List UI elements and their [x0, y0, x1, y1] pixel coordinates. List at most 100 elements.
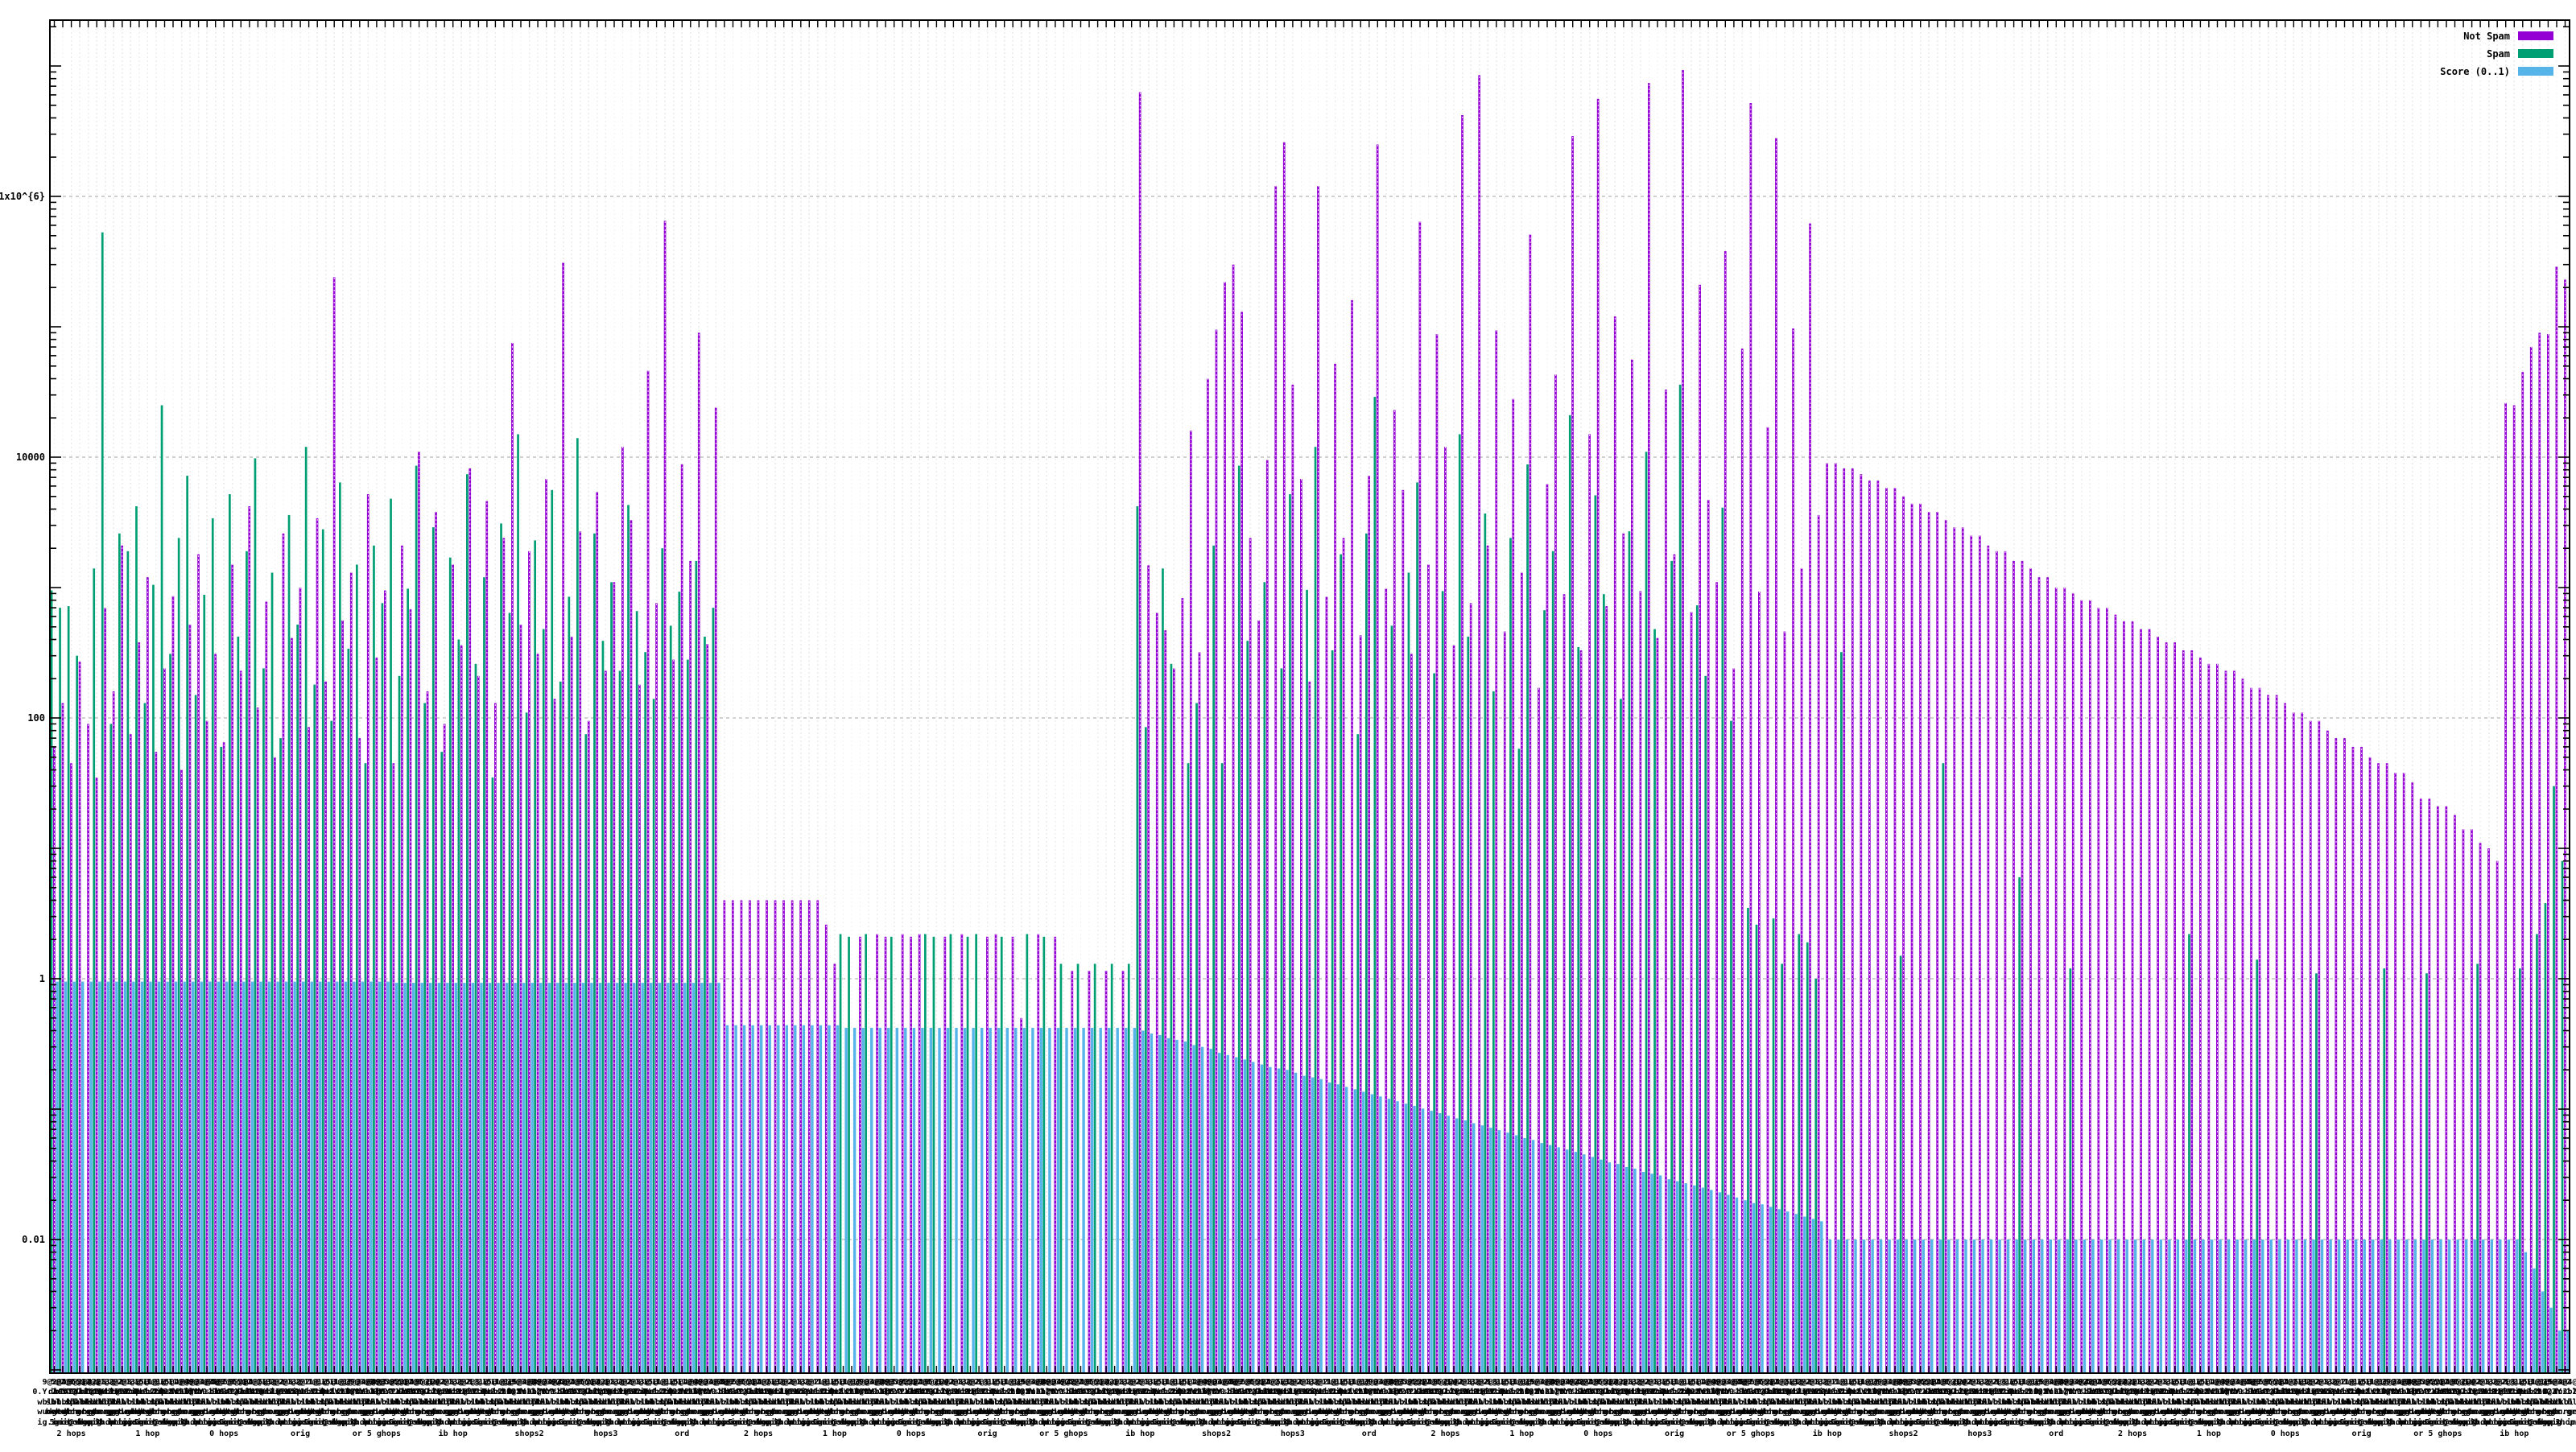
bar-score — [691, 983, 696, 1372]
bar-score — [2413, 1240, 2417, 1372]
bar-spam — [398, 675, 401, 1372]
bar-spam — [407, 588, 409, 1372]
bar-score — [1353, 1089, 1356, 1372]
bar-score — [1897, 1240, 1900, 1372]
bar-not-spam — [2207, 663, 2211, 1372]
bar-not-spam — [1843, 468, 1846, 1372]
bar-score — [2363, 1240, 2366, 1372]
bar-not-spam — [1996, 551, 1998, 1372]
bar-spam — [966, 936, 969, 1372]
bar-score — [887, 1028, 890, 1372]
bar-score — [2516, 1240, 2519, 1372]
bar-spam — [1407, 572, 1410, 1372]
bar-spam — [1568, 415, 1571, 1372]
bar-not-spam — [1385, 588, 1388, 1372]
bar-spam — [287, 514, 291, 1372]
bar-not-spam — [1707, 500, 1710, 1372]
bar-score — [1039, 1028, 1043, 1372]
bar-not-spam — [1605, 606, 1608, 1372]
bar-score — [1277, 1068, 1281, 1372]
bar-not-spam — [638, 684, 641, 1372]
bar-spam — [1670, 560, 1673, 1372]
bar-score — [157, 981, 161, 1372]
bar-spam — [1076, 963, 1080, 1372]
bar-not-spam — [87, 724, 89, 1372]
bar-score — [1065, 1028, 1068, 1372]
bar-score — [742, 1025, 746, 1372]
bar-spam — [2476, 963, 2479, 1372]
bar-not-spam — [1164, 630, 1167, 1372]
bar-score — [276, 981, 279, 1372]
bar-spam — [126, 551, 130, 1372]
bar-not-spam — [1478, 75, 1480, 1372]
bar-score — [1192, 1045, 1195, 1372]
svg-text:0.01: 0.01 — [22, 1234, 45, 1245]
bar-score — [878, 1028, 881, 1372]
bar-score — [1108, 1028, 1111, 1372]
bar-score — [2108, 1240, 2112, 1372]
y-ticks — [50, 26, 2570, 1371]
bar-spam — [93, 568, 96, 1372]
bar-score — [2533, 1268, 2536, 1372]
bar-not-spam — [2123, 621, 2125, 1372]
bar-spam — [1484, 514, 1487, 1372]
bar-not-spam — [1732, 668, 1736, 1372]
bar-score — [2447, 1240, 2451, 1372]
bar-spam — [431, 527, 435, 1372]
bar-not-spam — [1596, 98, 1600, 1372]
bar-not-spam — [2267, 695, 2269, 1372]
bar-score — [861, 1028, 865, 1372]
bar-spam — [1306, 589, 1308, 1372]
bar-score — [1302, 1075, 1306, 1372]
bar-not-spam — [2140, 629, 2142, 1372]
bar-not-spam — [2437, 806, 2439, 1372]
bar-score — [344, 981, 348, 1372]
bar-score — [310, 981, 313, 1372]
bar-score — [1226, 1054, 1229, 1372]
bar-score — [522, 983, 526, 1372]
bar-spam — [601, 641, 605, 1372]
bar-not-spam — [2131, 621, 2134, 1372]
bar-not-spam — [171, 596, 175, 1372]
bar-spam — [135, 506, 138, 1372]
bar-score — [1005, 1028, 1009, 1372]
bar-score — [2074, 1240, 2078, 1372]
bar-score — [1183, 1042, 1187, 1372]
bar-not-spam — [308, 727, 310, 1372]
bar-score — [1811, 1219, 1814, 1372]
bar-score — [1056, 1028, 1060, 1372]
bar-score — [378, 981, 382, 1372]
bar-not-spam — [78, 662, 81, 1372]
bar-not-spam — [655, 603, 658, 1372]
bar-score — [2142, 1240, 2145, 1372]
bar-spam — [1653, 629, 1656, 1372]
bar-spam — [1798, 934, 1801, 1372]
bar-not-spam — [2471, 829, 2473, 1372]
bar-not-spam — [1376, 144, 1379, 1372]
bar-score — [2024, 1240, 2027, 1372]
bar-not-spam — [646, 370, 650, 1373]
bar-spam — [373, 545, 375, 1372]
bar-score — [972, 1028, 975, 1372]
bar-spam — [508, 613, 511, 1372]
bar-score — [1472, 1123, 1476, 1372]
bar-spam — [704, 637, 706, 1372]
bar-spam — [610, 582, 613, 1372]
bar-not-spam — [1699, 284, 1701, 1372]
bar-not-spam — [1198, 652, 1201, 1372]
bar-spam — [551, 489, 554, 1372]
bar-score — [293, 981, 296, 1372]
bar-not-spam — [1359, 635, 1362, 1372]
bar-score — [353, 981, 356, 1372]
bar-spam — [186, 476, 188, 1372]
bar-score — [2524, 1252, 2528, 1372]
bar-score — [2134, 1240, 2137, 1372]
bar-score — [429, 983, 432, 1372]
bar-spam — [466, 474, 469, 1373]
bar-spam — [2188, 934, 2190, 1372]
bar-score — [1022, 1028, 1026, 1372]
bar-spam — [644, 652, 646, 1372]
bar-not-spam — [418, 452, 420, 1372]
